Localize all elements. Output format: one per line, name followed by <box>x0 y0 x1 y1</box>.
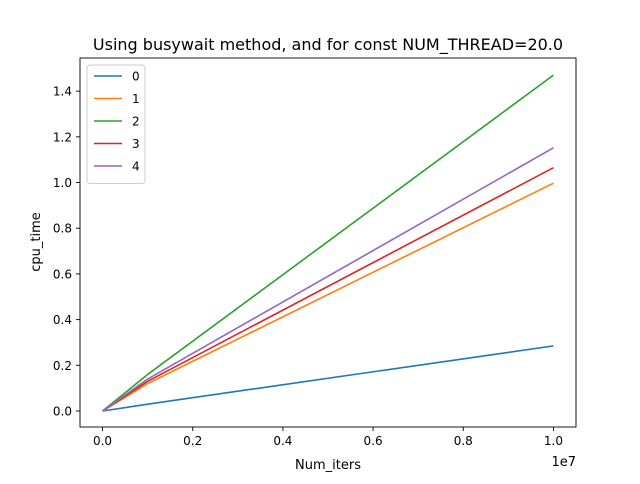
y-tick-label: 1.2 <box>53 130 72 144</box>
legend-label-1: 1 <box>132 92 140 106</box>
x-tick-label: 1.0 <box>544 434 563 448</box>
axes-frame <box>79 57 577 428</box>
y-tick-label: 1.0 <box>53 176 72 190</box>
legend-label-4: 4 <box>132 160 140 174</box>
x-tick-label: 0.6 <box>364 434 383 448</box>
y-tick-label: 0.8 <box>53 222 72 236</box>
y-tick-label: 0.6 <box>53 267 72 281</box>
y-tick-label: 0.2 <box>53 359 72 373</box>
legend: 0 1 2 3 4 <box>86 64 146 184</box>
legend-label-0: 0 <box>132 70 140 84</box>
legend-box <box>86 64 146 184</box>
series-line-0 <box>102 345 554 412</box>
x-tick-label: 0.2 <box>183 434 202 448</box>
series-line-4 <box>102 147 554 412</box>
y-axis-label: cpu_time <box>29 212 44 272</box>
series-line-2 <box>102 74 554 412</box>
legend-label-2: 2 <box>132 115 140 129</box>
chart-title: Using busywait method, and for const NUM… <box>93 35 563 55</box>
x-axis-offset-text: 1e7 <box>551 455 576 470</box>
x-tick-label: 0.8 <box>454 434 473 448</box>
plot-area: 0.0 0.2 0.4 0.6 0.8 1.0 0.0 0.2 0.4 0.6 0.8 1.0 1.2 1… <box>53 57 577 448</box>
x-tick-label: 0.0 <box>93 434 112 448</box>
x-axis-label: Num_iters <box>295 458 361 473</box>
x-tick-label: 0.4 <box>273 434 292 448</box>
y-tick-label: 0.4 <box>53 313 72 327</box>
y-tick-label: 0.0 <box>53 405 72 419</box>
legend-label-3: 3 <box>132 137 140 151</box>
y-tick-label: 1.4 <box>53 85 72 99</box>
